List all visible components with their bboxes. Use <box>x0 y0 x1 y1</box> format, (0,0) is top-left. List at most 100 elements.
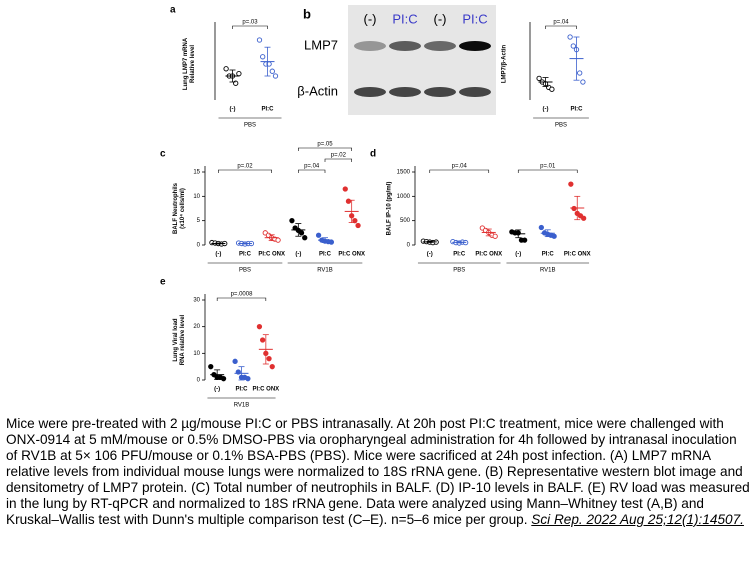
y-axis-label: RNA relative level <box>180 314 186 365</box>
data-point <box>259 337 266 343</box>
blot-band <box>424 87 456 97</box>
x-tick-label: PI:C ONX <box>475 252 502 258</box>
significance-bracket <box>324 158 352 162</box>
data-point <box>345 198 352 204</box>
data-point <box>289 218 295 224</box>
data-point <box>315 232 322 238</box>
group-label: RV1B <box>540 268 556 274</box>
group-label: PBS <box>453 268 465 274</box>
significance-bracket <box>545 25 577 29</box>
data-point <box>549 86 555 92</box>
y-tick-label: 5 <box>197 218 201 224</box>
x-tick-label: PI:C <box>571 107 584 113</box>
data-point <box>577 70 583 76</box>
data-point <box>551 233 557 239</box>
p-value: p=.01 <box>540 164 556 170</box>
blot-band <box>424 41 456 51</box>
p-value: p=.04 <box>452 164 468 170</box>
x-tick-label: PI:C <box>236 387 249 393</box>
x-tick-label: (-) <box>214 387 220 393</box>
group-label: RV1B <box>317 268 333 274</box>
data-point <box>567 34 573 40</box>
data-point <box>298 230 305 236</box>
p-value: p=.02 <box>331 153 347 159</box>
y-tick-label: 30 <box>193 298 200 304</box>
blot-band <box>459 41 491 51</box>
y-tick-label: 0 <box>197 378 201 384</box>
group-label: PBS <box>244 123 256 129</box>
x-tick-label: (-) <box>543 107 549 113</box>
group-label: PBS <box>555 123 567 129</box>
p-value: p=.02 <box>237 164 253 170</box>
x-tick-label: PI:C ONX <box>258 252 285 258</box>
data-point <box>245 376 251 382</box>
x-tick-label: PI:C ONX <box>564 252 591 258</box>
p-value: p=.05 <box>317 142 333 148</box>
x-tick-label: (-) <box>427 252 433 258</box>
data-point <box>342 186 348 192</box>
significance-bracket <box>517 169 578 173</box>
x-tick-label: PI:C ONX <box>338 252 365 258</box>
citation[interactable]: Sci Rep. 2022 Aug 25;12(1):14507. <box>531 512 744 527</box>
caption-text: Mice were pre-treated with 2 µg/mouse PI… <box>6 416 750 527</box>
data-point <box>269 68 275 74</box>
blot-band <box>389 87 421 97</box>
figure: b (-) PI:C (-) PI:C LMP7 β-Actin a Lung LMP7 mRN… <box>160 5 591 409</box>
data-point <box>275 237 281 243</box>
data-point <box>570 43 576 49</box>
data-point <box>266 356 272 362</box>
blot-band <box>354 87 386 97</box>
significance-bracket <box>298 147 352 151</box>
row-label: β-Actin <box>297 83 338 98</box>
blot-band <box>389 41 421 51</box>
data-point <box>256 324 263 330</box>
p-value: p=.04 <box>304 164 320 170</box>
y-axis-label: Lung LMP7 mRNA <box>183 37 189 90</box>
data-point <box>536 75 542 82</box>
data-point <box>260 54 266 60</box>
data-point <box>352 218 358 224</box>
row-label: LMP7 <box>304 37 338 52</box>
data-point <box>492 233 498 239</box>
data-point <box>355 222 361 229</box>
data-point <box>223 66 229 72</box>
y-tick-label: 500 <box>400 218 411 224</box>
x-tick-label: PI:C ONX <box>252 387 279 393</box>
x-tick-label: PI:C <box>262 107 275 113</box>
y-tick-label: 0 <box>407 243 411 249</box>
lane-label: PI:C <box>392 11 417 26</box>
x-tick-label: (-) <box>515 252 521 258</box>
x-tick-label: (-) <box>230 107 236 113</box>
group-label: RV1B <box>234 403 250 409</box>
data-point <box>522 237 528 243</box>
y-axis-label: Lung Viral load <box>173 318 179 362</box>
y-tick-label: 1000 <box>397 194 411 200</box>
y-tick-label: 10 <box>193 194 200 200</box>
y-tick-label: 1500 <box>397 170 411 176</box>
data-point <box>220 376 227 382</box>
significance-bracket <box>298 169 326 173</box>
lane-label: (-) <box>434 11 447 26</box>
data-point <box>208 364 214 370</box>
blot-band <box>459 87 491 97</box>
caption: Mice were pre-treated with 2 µg/mouse PI… <box>6 416 750 528</box>
data-point <box>302 235 308 241</box>
x-tick-label: PI:C <box>542 252 555 258</box>
y-axis-label: Relative level <box>190 45 196 83</box>
panel-label: a <box>170 5 176 16</box>
lane-label: (-) <box>364 11 377 26</box>
blot-band <box>354 41 386 51</box>
significance-bracket <box>218 169 272 173</box>
panel-label: d <box>370 149 376 160</box>
y-tick-label: 15 <box>193 170 200 176</box>
panel-label: e <box>160 277 166 288</box>
significance-bracket <box>232 25 268 29</box>
x-tick-label: PI:C <box>239 252 252 258</box>
panel-label: b <box>303 6 311 21</box>
y-tick-label: 10 <box>193 351 200 357</box>
y-axis-label: BALF IP-10 (pg/ml) <box>387 182 393 236</box>
data-point <box>256 37 263 43</box>
y-tick-label: 0 <box>197 243 201 249</box>
data-point <box>269 364 275 370</box>
